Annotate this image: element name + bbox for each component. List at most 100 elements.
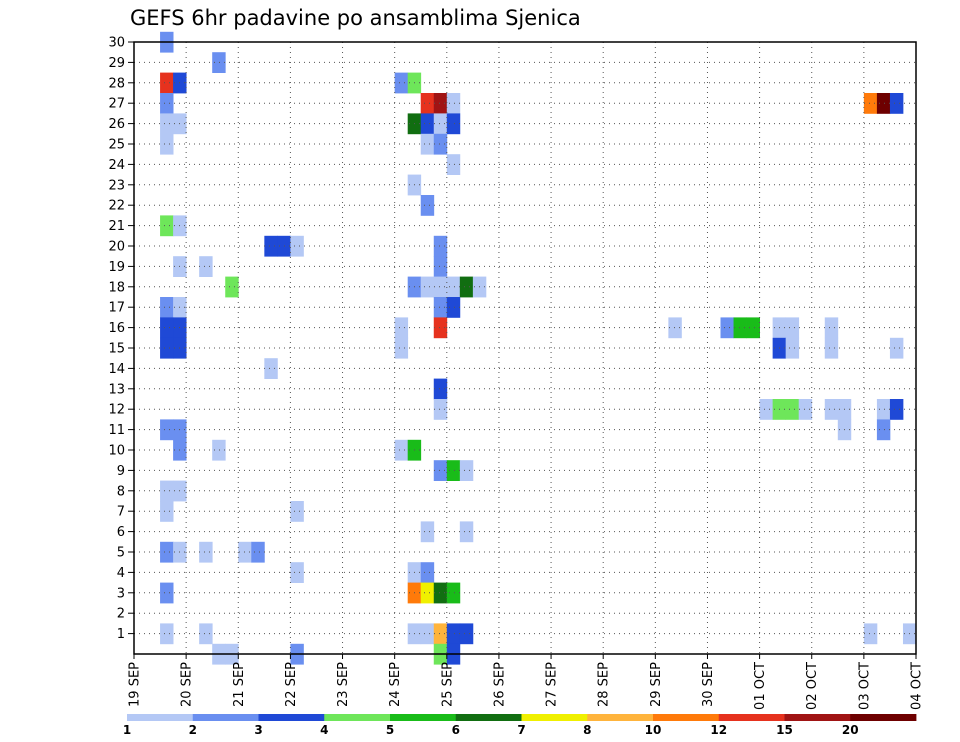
heatmap-cell	[212, 52, 226, 73]
heatmap-cell	[746, 317, 760, 339]
y-tick-label: 2	[117, 607, 125, 622]
y-tick-label: 4	[117, 566, 125, 581]
x-tick-label: 26 SEP	[492, 662, 507, 707]
heatmap-cell	[420, 623, 435, 645]
heatmap-cell	[824, 317, 839, 339]
heatmap-cell	[420, 195, 435, 216]
x-tick-label: 30 SEP	[701, 662, 716, 707]
heatmap-cell	[446, 582, 461, 604]
y-tick-label: 21	[108, 219, 125, 234]
color-legend: 1 2 3 4 5 6 7 8 10 12 15 20	[123, 714, 917, 737]
y-tick-label: 16	[108, 321, 125, 336]
legend-label: 5	[386, 723, 394, 737]
heatmap-cell	[433, 378, 448, 400]
y-tick-label: 14	[108, 362, 125, 377]
chart-title: GEFS 6hr padavine po ansamblima Sjenica	[130, 6, 581, 30]
y-tick-label: 13	[108, 382, 125, 397]
heatmap-cell	[433, 297, 448, 318]
x-tick-label: 24 SEP	[388, 662, 403, 707]
legend-swatch	[455, 714, 522, 721]
heatmap-cell	[160, 297, 174, 318]
heatmap-cell	[720, 317, 734, 339]
legend-swatch	[653, 714, 720, 721]
heatmap-cell	[433, 460, 448, 481]
x-tick-label: 22 SEP	[284, 662, 299, 707]
heatmap-cell	[420, 582, 435, 604]
heatmap-cell	[160, 215, 174, 237]
x-tick-label: 20 SEP	[180, 662, 195, 707]
legend-swatch	[718, 714, 785, 721]
heatmap-cell	[433, 276, 448, 298]
heatmap-cell	[160, 541, 174, 563]
heatmap-cell	[433, 623, 448, 645]
x-tick-label: 02 OCT	[805, 662, 820, 710]
heatmap-cell	[459, 521, 474, 543]
heatmap-cell	[160, 133, 174, 155]
heatmap-cell	[199, 541, 213, 563]
y-tick-label: 11	[108, 423, 125, 438]
heatmap-cell	[863, 93, 878, 114]
y-tick-label: 26	[108, 117, 125, 132]
heatmap-cell	[264, 358, 278, 379]
heatmap-cell	[446, 154, 461, 175]
legend-swatch	[127, 714, 194, 721]
legend-label: 7	[517, 723, 525, 737]
x-tick-label: 19 SEP	[128, 662, 143, 707]
y-tick-label: 15	[108, 342, 125, 357]
heatmap-cell	[459, 276, 474, 298]
y-tick-label: 29	[108, 56, 125, 71]
heatmap-cell	[199, 256, 213, 277]
legend-swatch	[324, 714, 391, 721]
y-axis: 1234567891011121314151617181920212223242…	[108, 36, 134, 642]
heatmap-cell	[264, 235, 278, 257]
heatmap-cell	[889, 337, 904, 359]
heatmap-cell	[212, 439, 226, 461]
legend-swatch	[587, 714, 654, 721]
heatmap-cell	[420, 93, 435, 114]
heatmap-cell	[876, 93, 891, 114]
heatmap-cell	[798, 399, 813, 420]
y-tick-label: 19	[108, 260, 125, 275]
legend-swatch	[521, 714, 588, 721]
heatmap-cell	[160, 582, 174, 604]
y-tick-label: 12	[108, 403, 125, 418]
legend-label: 6	[452, 723, 460, 737]
heatmap-cell	[446, 276, 461, 298]
legend-swatch	[192, 714, 259, 721]
legend-label: 3	[254, 723, 262, 737]
heatmap-cell	[394, 439, 409, 461]
heatmap-cell	[759, 399, 774, 420]
y-tick-label: 6	[117, 525, 125, 540]
y-tick-label: 17	[108, 301, 125, 316]
heatmap-cell	[160, 480, 174, 502]
legend-swatch	[258, 714, 325, 721]
y-tick-label: 18	[108, 280, 125, 295]
heatmap-cell	[394, 72, 409, 94]
heatmap-cell	[433, 317, 448, 339]
data-cells	[160, 31, 917, 665]
x-tick-label: 27 SEP	[545, 662, 560, 707]
heatmap-cell	[876, 419, 891, 441]
heatmap-cell	[863, 623, 878, 645]
heatmap-cell	[420, 113, 435, 135]
heatmap-cell	[251, 541, 265, 563]
y-tick-label: 30	[108, 36, 125, 51]
heatmap-cell	[160, 337, 174, 359]
heatmap-cell	[433, 93, 448, 114]
heatmap-cell	[420, 133, 435, 155]
y-tick-label: 9	[117, 464, 125, 479]
heatmap-cell	[785, 317, 800, 339]
heatmap-cell	[446, 297, 461, 318]
x-tick-label: 23 SEP	[336, 662, 351, 707]
heatmap-cell	[160, 419, 174, 441]
heatmap-cell	[420, 521, 435, 543]
y-tick-label: 1	[117, 627, 125, 642]
x-tick-label: 01 OCT	[753, 662, 768, 710]
legend-label: 20	[842, 723, 859, 737]
heatmap-cell	[290, 562, 304, 583]
x-axis: 19 SEP 20 SEP 21 SEP 22 SEP 23 SEP 24 SEP 25 S…	[128, 654, 925, 710]
heatmap-cell	[394, 317, 409, 339]
heatmap-cell	[889, 399, 904, 420]
x-tick-label: 04 OCT	[910, 662, 925, 710]
